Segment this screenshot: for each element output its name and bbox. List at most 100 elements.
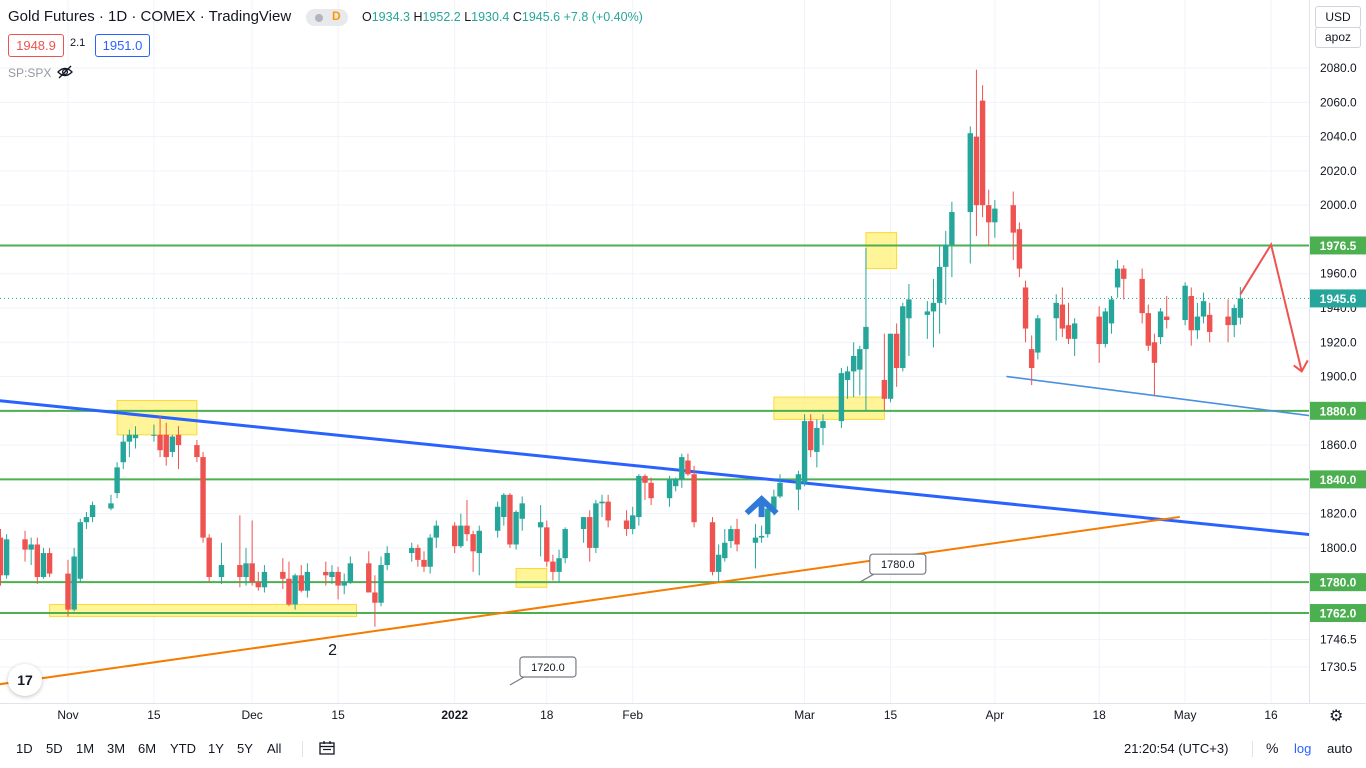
candle-body bbox=[28, 544, 34, 550]
candle bbox=[28, 537, 34, 566]
candle bbox=[537, 505, 544, 557]
callout-box bbox=[1342, 217, 1366, 237]
candle-body bbox=[298, 575, 304, 591]
auto-scale-toggle[interactable]: auto bbox=[1327, 741, 1353, 756]
candle-body bbox=[22, 539, 28, 550]
candle bbox=[494, 501, 501, 538]
candle bbox=[1065, 302, 1072, 344]
candle bbox=[691, 465, 697, 528]
low-value: 1930.4 bbox=[471, 10, 510, 24]
gear-icon[interactable]: ⚙ bbox=[1329, 708, 1344, 725]
candle bbox=[341, 573, 347, 595]
go-to-date-icon[interactable] bbox=[318, 740, 336, 760]
candle-body bbox=[114, 467, 120, 494]
scale-mode-select[interactable]: apoz bbox=[1315, 27, 1361, 48]
candle-body bbox=[949, 212, 955, 245]
candle bbox=[513, 510, 519, 550]
candle-body bbox=[1164, 316, 1170, 320]
candle-body bbox=[65, 573, 71, 610]
timeframe-3m[interactable]: 3M bbox=[107, 741, 126, 756]
candle-body bbox=[433, 525, 439, 538]
candle-body bbox=[83, 517, 90, 523]
candle-body bbox=[1035, 318, 1041, 353]
candle-body bbox=[1102, 311, 1109, 344]
candle-body bbox=[372, 592, 378, 603]
timeframe-1m[interactable]: 1M bbox=[76, 741, 95, 756]
clock-readout[interactable]: 21:20:54 (UTC+3) bbox=[1124, 741, 1229, 756]
candle bbox=[77, 518, 83, 583]
timeframe-ytd[interactable]: YTD bbox=[170, 741, 196, 756]
candle bbox=[507, 493, 513, 548]
candle-body bbox=[771, 496, 777, 509]
candle bbox=[243, 547, 249, 586]
candle bbox=[881, 333, 888, 411]
candle bbox=[347, 556, 354, 584]
candle bbox=[1121, 265, 1127, 300]
currency-select[interactable]: USD bbox=[1315, 6, 1361, 28]
candle bbox=[1157, 308, 1164, 344]
candle-body bbox=[341, 582, 347, 586]
highlight-zone bbox=[865, 232, 898, 270]
hidden-eye-icon[interactable] bbox=[56, 64, 74, 85]
candle-body bbox=[672, 479, 679, 487]
candle-body bbox=[1182, 285, 1188, 320]
interval-badge[interactable]: D bbox=[306, 9, 348, 26]
timeframe-5d[interactable]: 5D bbox=[46, 741, 63, 756]
callout-label: 1780.0 bbox=[881, 559, 915, 571]
candle-body bbox=[795, 474, 802, 490]
sell-button[interactable]: 1948.9 bbox=[8, 34, 64, 57]
candle-body bbox=[900, 306, 906, 368]
x-tick-label: 15 bbox=[884, 708, 898, 722]
candle bbox=[89, 501, 96, 523]
candle-body bbox=[366, 563, 372, 593]
candle bbox=[169, 434, 176, 458]
candle bbox=[1028, 335, 1035, 386]
buy-button[interactable]: 1951.0 bbox=[95, 34, 150, 57]
candle-body bbox=[1059, 304, 1066, 329]
compare-symbol[interactable]: SP:SPX bbox=[8, 66, 52, 80]
trendline-blue bbox=[0, 399, 1309, 537]
candle-body bbox=[40, 553, 47, 578]
candle bbox=[893, 323, 900, 387]
candle bbox=[1194, 302, 1201, 339]
timeframe-all[interactable]: All bbox=[267, 741, 282, 756]
percent-scale-toggle[interactable]: % bbox=[1266, 740, 1279, 756]
candle bbox=[1114, 260, 1121, 298]
callout-label: 1880.0 bbox=[1354, 388, 1366, 400]
open-value: 1934.3 bbox=[371, 10, 410, 24]
candle-body bbox=[286, 578, 292, 605]
x-tick-label: 2022 bbox=[441, 708, 468, 722]
candle bbox=[384, 546, 390, 571]
candle bbox=[218, 542, 225, 584]
candle bbox=[666, 475, 673, 507]
candle-body bbox=[722, 542, 728, 559]
candle bbox=[795, 470, 802, 511]
candle-body bbox=[1231, 308, 1237, 326]
candle-body bbox=[132, 434, 139, 439]
candle bbox=[452, 522, 458, 554]
timeframe-5y[interactable]: 5Y bbox=[237, 741, 253, 756]
tradingview-logo[interactable]: 17 bbox=[8, 664, 42, 696]
timeframe-1y[interactable]: 1Y bbox=[208, 741, 224, 756]
trendline-orange bbox=[0, 516, 1180, 686]
candle-body bbox=[1225, 316, 1231, 326]
candle-body bbox=[562, 529, 568, 559]
candle bbox=[206, 534, 212, 583]
candle-body bbox=[537, 522, 544, 528]
candle-body bbox=[175, 434, 182, 446]
candle-body bbox=[666, 479, 673, 499]
timeframe-6m[interactable]: 6M bbox=[138, 741, 157, 756]
timeframe-1d[interactable]: 1D bbox=[16, 741, 33, 756]
log-scale-toggle[interactable]: log bbox=[1294, 741, 1312, 756]
candle-body bbox=[304, 571, 311, 591]
x-tick-label: 18 bbox=[540, 708, 554, 722]
plot-area: 1976.5 1880.0 1780.0 1720.0 2 bbox=[0, 0, 1366, 703]
candle-body bbox=[544, 527, 550, 562]
candle bbox=[967, 126, 973, 264]
y-tick-label: 1730.5 bbox=[1320, 660, 1357, 674]
candle-body bbox=[728, 529, 734, 542]
candle-body bbox=[335, 571, 341, 586]
candle-body bbox=[593, 503, 599, 548]
forecast-arrowhead bbox=[1293, 359, 1309, 373]
